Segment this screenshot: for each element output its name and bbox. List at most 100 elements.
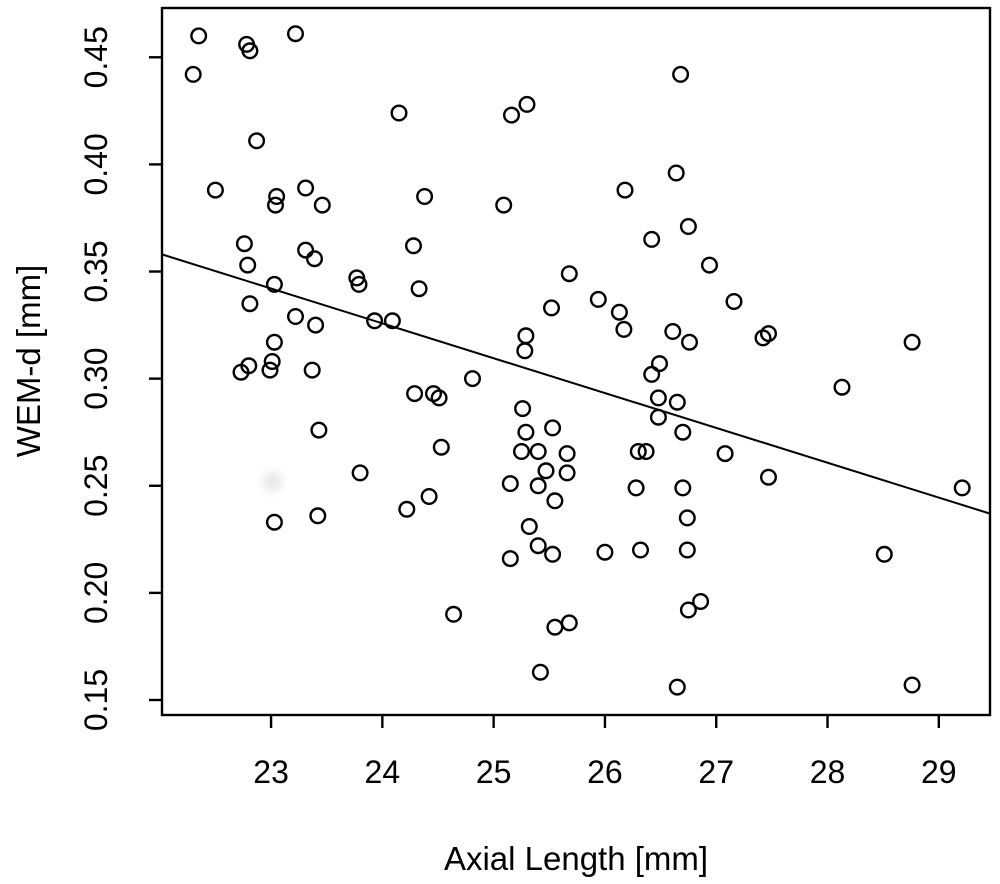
data-point — [716, 445, 734, 463]
x-tick-label: 26 — [587, 754, 623, 790]
data-point — [681, 333, 699, 351]
y-tick-label: 0.15 — [78, 669, 114, 731]
x-tick-label: 27 — [698, 754, 734, 790]
data-point — [543, 299, 561, 317]
data-point — [307, 316, 325, 334]
data-point — [668, 678, 686, 696]
data-point — [629, 443, 647, 461]
data-point — [503, 106, 521, 124]
data-point — [674, 479, 692, 497]
data-point — [903, 676, 921, 694]
data-point — [643, 230, 661, 248]
data-point — [416, 187, 434, 205]
data-point — [596, 543, 614, 561]
data-point — [206, 181, 224, 199]
axis-ticks — [149, 56, 941, 728]
data-point — [350, 275, 368, 293]
data-point — [235, 235, 253, 253]
data-point — [672, 65, 690, 83]
data-point — [546, 492, 564, 510]
data-point — [184, 65, 202, 83]
data-point — [432, 438, 450, 456]
data-point — [531, 663, 549, 681]
data-point — [875, 545, 893, 563]
data-point — [517, 327, 535, 345]
y-tick-label: 0.35 — [78, 240, 114, 302]
data-point — [833, 378, 851, 396]
x-tick-label: 24 — [365, 754, 401, 790]
data-point — [668, 393, 686, 411]
data-point — [610, 303, 628, 321]
data-point — [760, 468, 778, 486]
data-point — [679, 601, 697, 619]
data-point — [501, 475, 519, 493]
data-point — [495, 196, 513, 214]
data-point — [760, 325, 778, 343]
data-point — [558, 464, 576, 482]
data-point — [637, 443, 655, 461]
x-axis-title: Axial Length [mm] — [444, 840, 708, 877]
data-point — [306, 250, 324, 268]
data-point — [263, 353, 281, 371]
data-point — [560, 265, 578, 283]
faint-dot — [262, 471, 283, 492]
data-point — [615, 320, 633, 338]
regression-line — [161, 253, 991, 515]
data-point — [529, 477, 547, 495]
data-point — [674, 423, 692, 441]
data-point — [265, 275, 283, 293]
data-point — [268, 187, 286, 205]
data-point — [406, 385, 424, 403]
data-point — [667, 164, 685, 182]
data-point — [546, 618, 564, 636]
data-point — [953, 479, 971, 497]
data-point — [287, 25, 305, 43]
data-point — [241, 295, 259, 313]
y-tick-label: 0.45 — [78, 26, 114, 88]
data-point — [632, 541, 650, 559]
data-point — [313, 196, 331, 214]
data-point — [265, 513, 283, 531]
data-point — [267, 196, 285, 214]
data-point — [560, 614, 578, 632]
data-point — [651, 355, 669, 373]
data-point — [297, 179, 315, 197]
data-point — [678, 509, 696, 527]
data-point — [297, 241, 315, 259]
data-point — [405, 237, 423, 255]
data-point — [558, 445, 576, 463]
data-point — [589, 290, 607, 308]
data-point — [287, 308, 305, 326]
data-point — [445, 605, 463, 623]
data-point — [390, 104, 408, 122]
data-point — [241, 42, 259, 60]
data-point — [430, 389, 448, 407]
data-point — [520, 518, 538, 536]
data-point — [517, 423, 535, 441]
data-point — [513, 443, 531, 461]
data-point — [310, 421, 328, 439]
data-point — [410, 280, 428, 298]
data-point — [616, 181, 634, 199]
data-point — [265, 333, 283, 351]
scatter-points — [184, 25, 971, 696]
data-point — [649, 389, 667, 407]
data-point — [701, 256, 719, 274]
data-point — [643, 365, 661, 383]
data-point — [501, 550, 519, 568]
x-tick-label: 25 — [476, 754, 512, 790]
y-tick-label: 0.40 — [78, 133, 114, 195]
data-point — [518, 95, 536, 113]
fit-line — [161, 253, 991, 515]
data-point — [537, 462, 555, 480]
data-point — [464, 370, 482, 388]
data-point — [664, 323, 682, 341]
data-point — [239, 256, 257, 274]
data-point — [516, 342, 534, 360]
data-point — [351, 464, 369, 482]
x-tick-label: 28 — [810, 754, 846, 790]
x-tick-label: 29 — [921, 754, 957, 790]
data-point — [544, 419, 562, 437]
